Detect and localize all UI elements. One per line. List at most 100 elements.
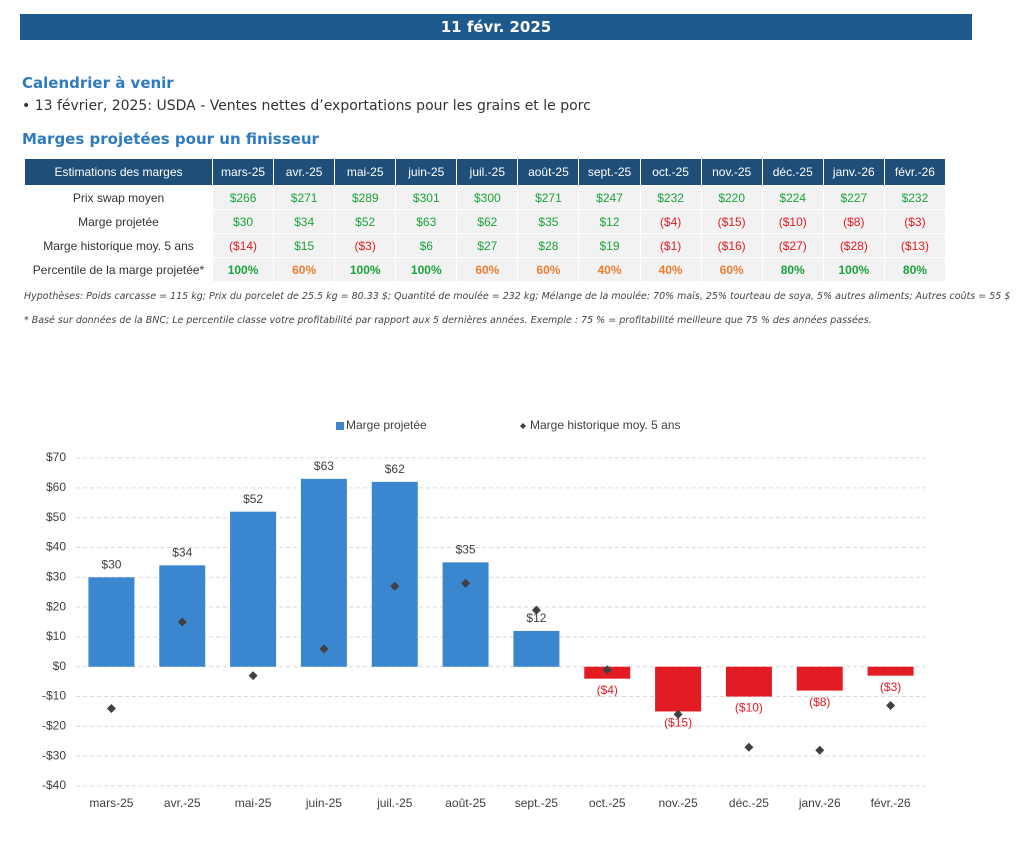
row-label: Marge historique moy. 5 ans <box>24 233 213 258</box>
cell: $62 <box>456 209 519 234</box>
marker <box>531 605 541 615</box>
row-label: Marge projetée <box>24 209 213 234</box>
y-tick-label: $30 <box>46 569 66 583</box>
header-cell: mai-25 <box>334 158 397 186</box>
data-label: $12 <box>526 611 546 625</box>
calendar-item: • 13 février, 2025: USDA - Ventes nettes… <box>22 98 591 114</box>
cell: $35 <box>517 209 580 234</box>
y-tick-label: $40 <box>46 540 66 554</box>
header-cell: Estimations des marges <box>24 158 213 186</box>
x-tick-label: janv.-26 <box>798 796 841 810</box>
note: Hypothèses: Poids carcasse = 115 kg; Pri… <box>24 291 1011 302</box>
x-tick-label: juin-25 <box>305 796 342 810</box>
header-cell: août-25 <box>517 158 580 186</box>
cell: 80% <box>761 257 824 282</box>
data-label: $62 <box>385 462 405 476</box>
cell: $289 <box>334 185 397 210</box>
legend-label: Marge historique moy. 5 ans <box>530 418 681 432</box>
y-tick-label: -$10 <box>42 689 66 703</box>
x-tick-label: avr.-25 <box>164 796 201 810</box>
cell: 60% <box>517 257 580 282</box>
cell: $266 <box>211 185 275 210</box>
y-tick-label: $0 <box>53 659 67 673</box>
data-label: ($3) <box>880 680 901 694</box>
cell: 100% <box>395 257 458 282</box>
date-banner: 11 févr. 2025 <box>20 14 972 40</box>
cell: $34 <box>273 209 336 234</box>
marker <box>461 578 471 588</box>
cell: $19 <box>578 233 641 258</box>
cell: $15 <box>273 233 336 258</box>
cell: ($27) <box>761 233 824 258</box>
x-tick-label: mai-25 <box>235 796 272 810</box>
data-label: $35 <box>456 543 476 557</box>
bar <box>655 666 702 712</box>
marker <box>673 709 683 719</box>
cell: ($4) <box>639 209 702 234</box>
data-label: ($10) <box>735 701 763 715</box>
y-tick-label: $60 <box>46 480 66 494</box>
header-cell: mars-25 <box>211 158 275 186</box>
bar <box>230 511 277 667</box>
cell: $63 <box>395 209 458 234</box>
bar <box>88 577 135 667</box>
y-tick-label: $10 <box>46 629 66 643</box>
cell: 60% <box>700 257 763 282</box>
cell: $300 <box>456 185 519 210</box>
cell: $52 <box>334 209 397 234</box>
cell: ($3) <box>334 233 397 258</box>
cell: ($14) <box>211 233 275 258</box>
data-label: ($15) <box>664 716 692 730</box>
y-tick-label: $50 <box>46 510 66 524</box>
cell: $12 <box>578 209 641 234</box>
cell: 40% <box>578 257 641 282</box>
marker <box>744 742 754 752</box>
x-tick-label: nov.-25 <box>659 796 698 810</box>
table-row: Marge historique moy. 5 ans ($14) $15 ($3) $… <box>24 233 947 258</box>
bar <box>867 666 914 676</box>
note: * Basé sur données de la BNC; Le percent… <box>24 315 872 326</box>
legend-marker <box>520 423 526 429</box>
cell: $227 <box>822 185 885 210</box>
cell: $28 <box>517 233 580 258</box>
data-label: $63 <box>314 459 334 473</box>
cell: $6 <box>395 233 458 258</box>
header-cell: oct.-25 <box>639 158 702 186</box>
section-title: Marges projetées pour un finisseur <box>22 130 319 148</box>
marker <box>177 617 187 627</box>
data-label: ($8) <box>809 695 830 709</box>
y-tick-label: -$20 <box>42 719 66 733</box>
bar <box>796 666 843 691</box>
cell: $232 <box>883 185 947 210</box>
legend-marker <box>336 422 344 430</box>
cell: ($15) <box>700 209 763 234</box>
x-tick-label: déc.-25 <box>729 796 769 810</box>
cell: $220 <box>700 185 763 210</box>
header-cell: sept.-25 <box>578 158 641 186</box>
y-tick-label: $70 <box>46 450 66 464</box>
cell: ($10) <box>761 209 824 234</box>
header-cell: janv.-26 <box>822 158 885 186</box>
cell: 40% <box>639 257 702 282</box>
data-label: $34 <box>172 546 192 560</box>
margin-table: Estimations des marges mars-25 avr.-25 mai-… <box>24 158 947 282</box>
bar <box>159 565 206 667</box>
marker <box>886 700 896 710</box>
data-label: $52 <box>243 492 263 506</box>
legend-label: Marge projetée <box>346 418 427 432</box>
x-tick-label: sept.-25 <box>515 796 559 810</box>
cell: $30 <box>211 209 275 234</box>
cell: ($13) <box>883 233 947 258</box>
y-tick-label: $20 <box>46 599 66 613</box>
cell: $232 <box>639 185 702 210</box>
x-tick-label: févr.-26 <box>871 796 911 810</box>
x-tick-label: août-25 <box>445 796 486 810</box>
x-tick-label: oct.-25 <box>589 796 626 810</box>
cell: ($3) <box>883 209 947 234</box>
cell: $224 <box>761 185 824 210</box>
header-cell: juin-25 <box>395 158 458 186</box>
header-cell: avr.-25 <box>273 158 336 186</box>
cell: $301 <box>395 185 458 210</box>
chart: -$40 -$30 -$20 -$10 $0 $10 $20 $30 $40 $50 $60 $70 M… <box>42 418 926 810</box>
